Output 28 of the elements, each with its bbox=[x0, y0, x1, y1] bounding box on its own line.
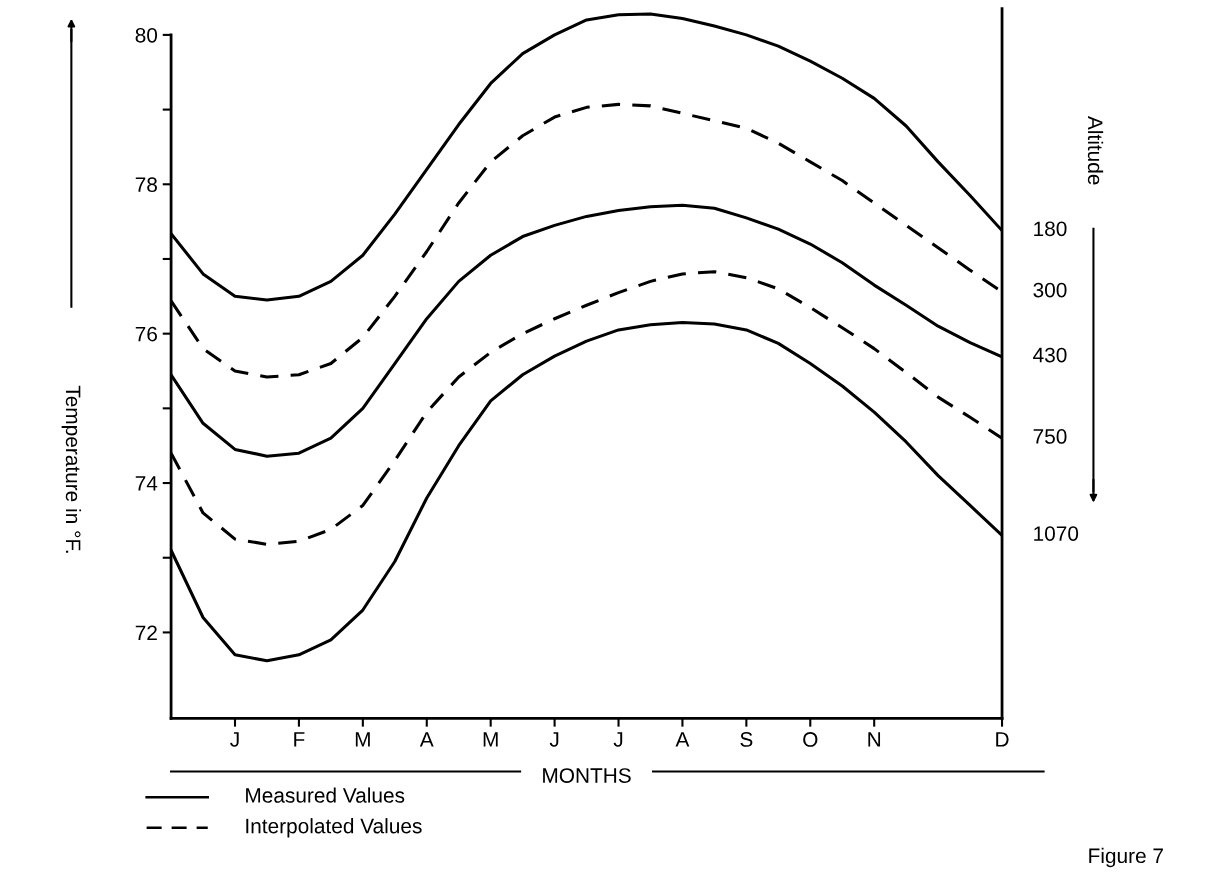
series-label: 750 bbox=[1033, 429, 1067, 444]
x-tick-label: J bbox=[613, 732, 623, 747]
series-label: 430 bbox=[1033, 347, 1067, 363]
x-tick-label: A bbox=[419, 732, 434, 747]
y-tick-label: 80 bbox=[135, 27, 158, 43]
x-axis-title: MONTHS bbox=[543, 768, 631, 783]
series-label: 300 bbox=[1033, 282, 1067, 298]
y2-axis-title: Altitude bbox=[1087, 115, 1104, 185]
x-tick-label: J bbox=[549, 732, 559, 747]
y-tick-label: 78 bbox=[135, 177, 157, 193]
series-label: 180 bbox=[1034, 221, 1067, 237]
x-tick-label: N bbox=[868, 732, 881, 747]
series-label: 1070 bbox=[1034, 526, 1079, 541]
y-tick-label: 72 bbox=[135, 625, 157, 640]
x-tick-label: S bbox=[740, 732, 753, 747]
x-tick-label: D bbox=[996, 732, 1009, 747]
x-tick-label: O bbox=[803, 732, 818, 747]
x-tick-label: F bbox=[294, 732, 305, 747]
x-tick-label: J bbox=[230, 732, 239, 747]
caption: Figure 7 bbox=[1089, 847, 1163, 868]
y-tick-label: 76 bbox=[135, 326, 157, 342]
x-tick-label: M bbox=[355, 732, 370, 747]
text: Interpolated Values bbox=[246, 818, 422, 838]
y-axis-title: Temperature in °F. bbox=[61, 385, 82, 553]
x-tick-label: M bbox=[483, 732, 498, 747]
text: Measured Values bbox=[246, 787, 405, 803]
x-tick-label: A bbox=[675, 732, 690, 747]
y-tick-label: 74 bbox=[135, 476, 158, 491]
